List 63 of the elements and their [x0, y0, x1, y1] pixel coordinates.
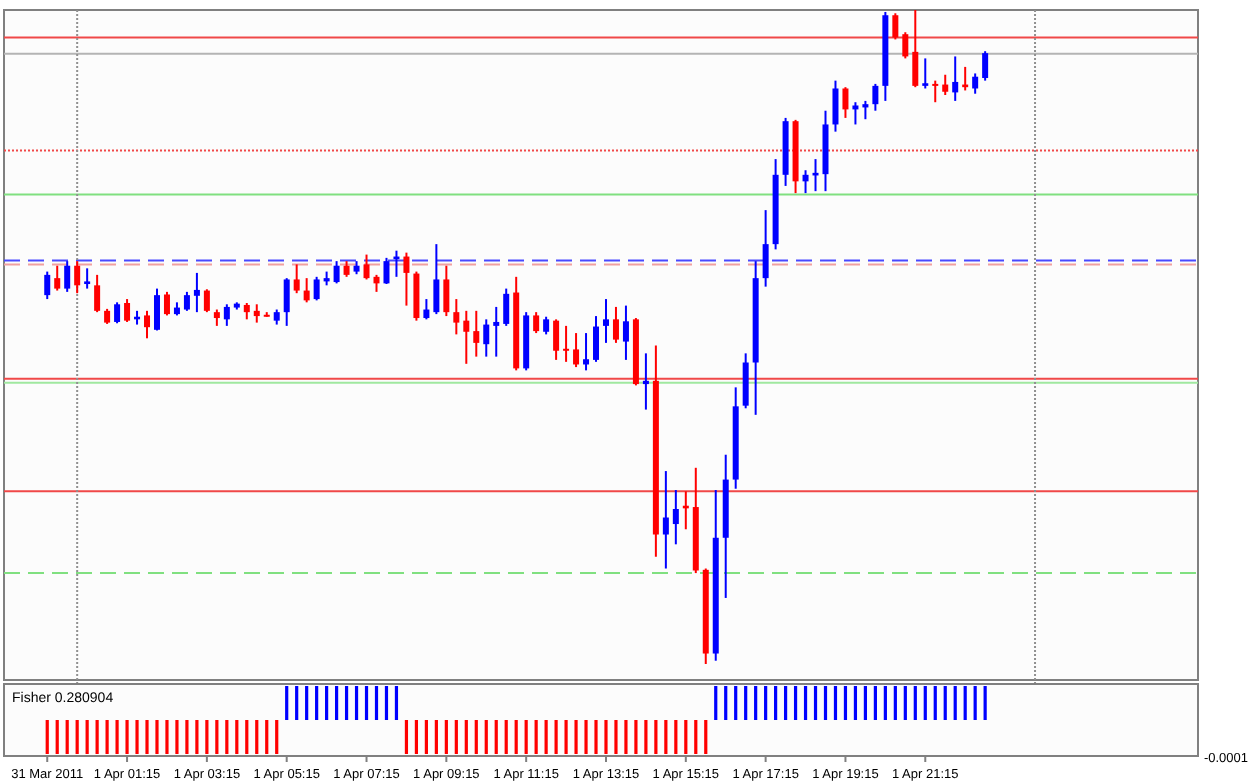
candlestick — [333, 260, 340, 285]
candlestick — [672, 489, 679, 546]
candlestick — [622, 304, 629, 361]
candlestick — [153, 287, 160, 332]
candlestick — [193, 271, 200, 314]
candlestick — [533, 311, 540, 335]
candlestick — [203, 288, 210, 314]
candlestick — [44, 270, 51, 301]
candlestick — [862, 99, 869, 121]
candlestick — [593, 315, 600, 363]
candlestick — [423, 298, 430, 321]
candlestick — [363, 253, 370, 281]
candlestick — [642, 352, 649, 411]
candlestick — [852, 101, 859, 126]
candlestick — [662, 470, 669, 570]
candlestick — [802, 169, 809, 195]
candlestick — [932, 79, 939, 104]
candlestick — [433, 243, 440, 316]
candlestick — [583, 332, 590, 372]
candlestick — [483, 318, 490, 358]
candlestick — [124, 298, 131, 323]
candlestick — [144, 309, 151, 340]
candlestick — [573, 332, 580, 369]
candlestick — [832, 79, 839, 133]
candlestick — [413, 270, 420, 322]
candlestick — [463, 309, 470, 365]
candlestick — [972, 72, 979, 95]
candlestick — [163, 290, 170, 317]
candlestick — [283, 277, 290, 327]
candlestick — [64, 260, 71, 293]
candlestick — [602, 298, 609, 344]
candlestick — [952, 55, 959, 102]
candlestick — [922, 57, 929, 90]
candlestick — [493, 305, 500, 358]
candlestick — [54, 264, 61, 292]
candlestick — [912, 9, 919, 89]
candlestick — [403, 251, 410, 307]
candlestick — [443, 264, 450, 318]
candlestick — [74, 260, 81, 295]
candlestick — [892, 12, 899, 41]
candlestick — [842, 86, 849, 119]
candlestick — [114, 301, 121, 325]
candlestick — [942, 73, 949, 97]
candlestick — [563, 324, 570, 363]
candlestick — [223, 303, 230, 327]
candlestick — [982, 50, 989, 82]
candlestick — [453, 298, 460, 336]
candlestick — [503, 287, 510, 327]
candlestick — [94, 273, 101, 314]
candlestick — [313, 275, 320, 302]
candlestick — [612, 305, 619, 344]
candlestick — [742, 352, 749, 410]
candlestick — [383, 256, 390, 286]
candlestick — [902, 31, 909, 60]
candlestick — [553, 318, 560, 361]
candlestick — [303, 277, 310, 304]
candlestick — [872, 82, 879, 112]
candlestick — [183, 290, 190, 312]
candlestick — [84, 267, 91, 290]
candlestick — [762, 209, 769, 288]
candlestick — [253, 303, 260, 324]
candlestick — [473, 309, 480, 358]
candlestick — [293, 263, 300, 295]
